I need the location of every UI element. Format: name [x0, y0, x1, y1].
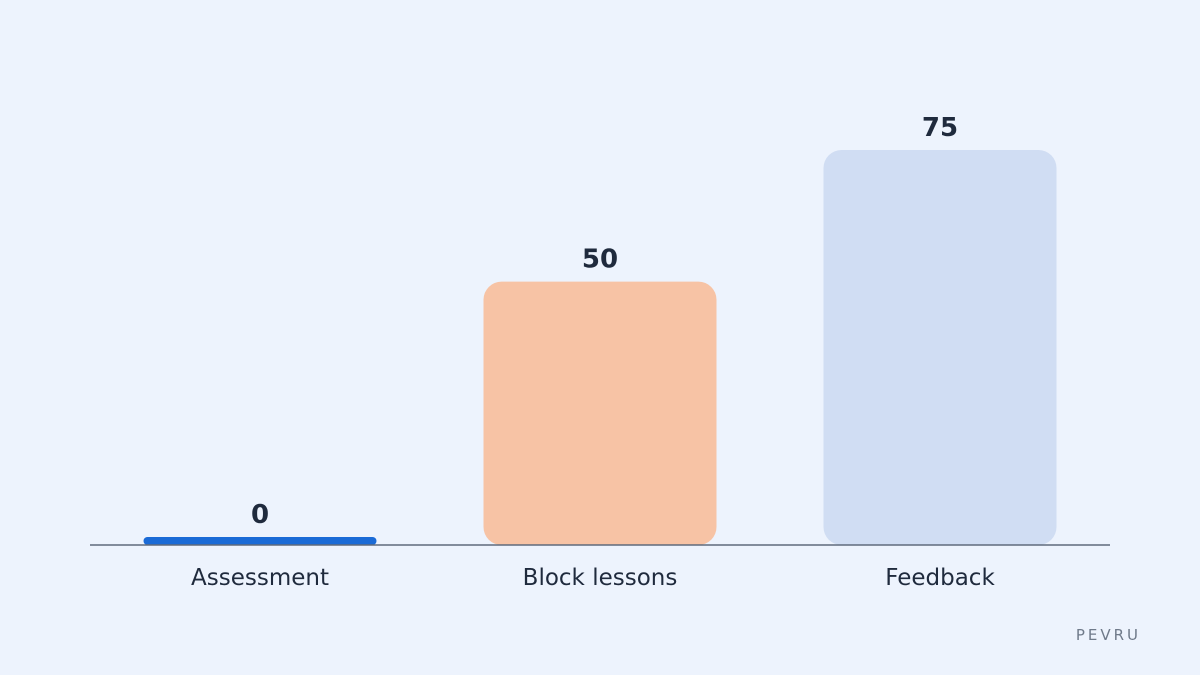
x-tick-label-block-lessons: Block lessons — [523, 565, 678, 591]
x-tick-label-feedback: Feedback — [885, 565, 995, 591]
x-tick-labels-group: Assessment Block lessons Feedback — [191, 565, 995, 591]
brand-watermark: PEVRU — [1075, 626, 1141, 644]
bar-block-lessons — [483, 281, 717, 545]
value-label-feedback: 75 — [922, 113, 958, 143]
bars-group — [143, 150, 1057, 545]
value-labels-group: 0 50 75 — [251, 113, 958, 530]
bar-assessment — [143, 537, 377, 545]
x-tick-label-assessment: Assessment — [191, 565, 329, 591]
value-label-assessment: 0 — [251, 500, 269, 530]
value-label-block-lessons: 50 — [582, 245, 618, 275]
bar-feedback — [823, 150, 1057, 545]
